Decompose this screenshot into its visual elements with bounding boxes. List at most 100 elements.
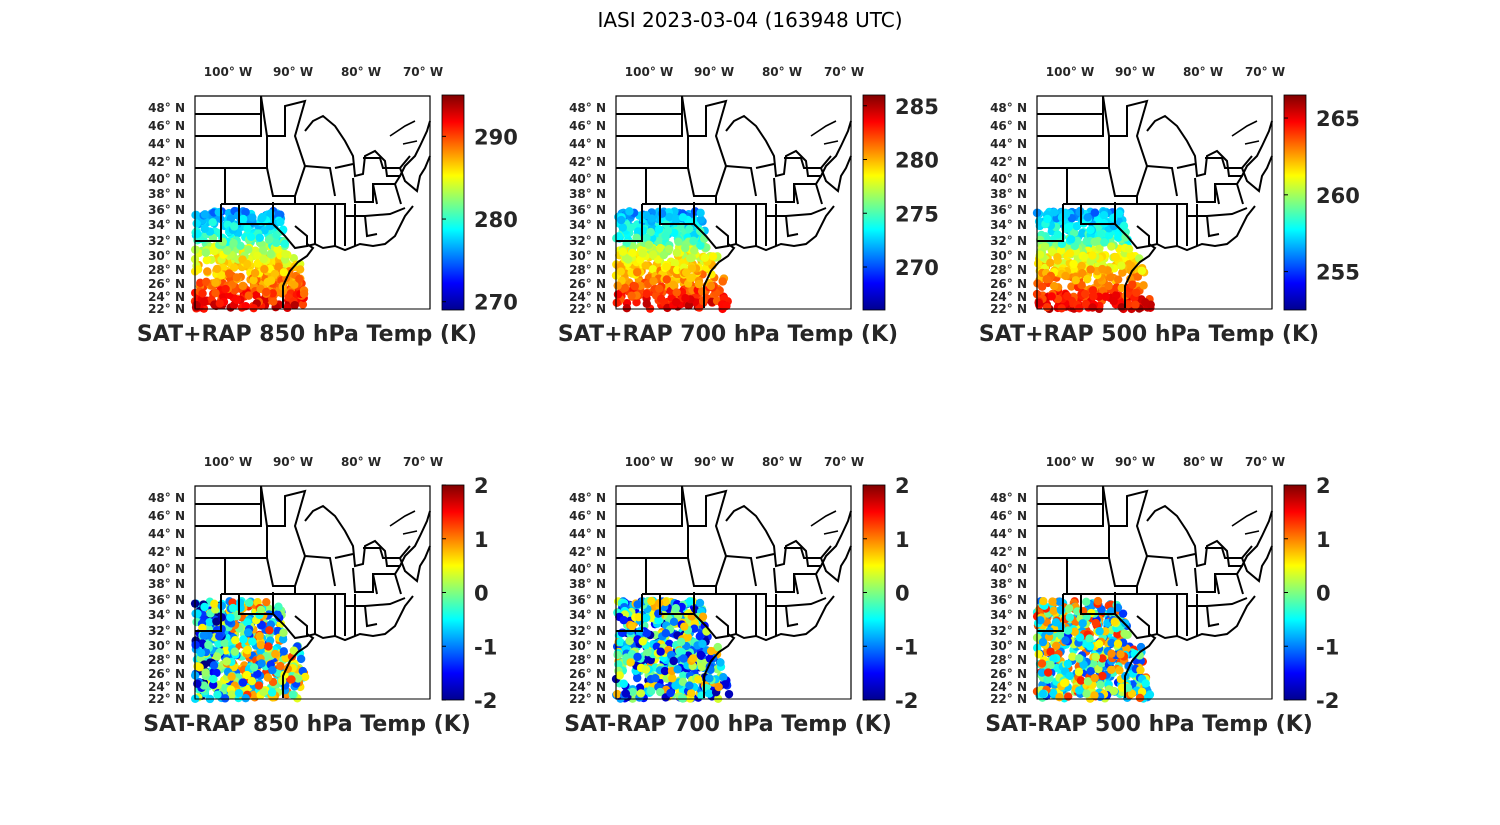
data-point	[1135, 693, 1145, 703]
data-point	[656, 687, 665, 697]
lon-tick-label: 100° W	[204, 455, 252, 469]
data-point	[1113, 275, 1123, 284]
data-point	[1086, 225, 1095, 235]
data-point	[203, 267, 212, 276]
data-point	[642, 629, 652, 638]
data-point	[1141, 298, 1150, 307]
data-point	[661, 597, 670, 607]
data-point	[706, 646, 716, 656]
data-point	[238, 678, 248, 687]
data-point	[688, 654, 698, 663]
data-point	[651, 674, 660, 683]
lat-tick-label: 34° N	[148, 218, 185, 232]
data-point	[247, 676, 257, 686]
map-panel: 100° W 90° W 80° W 70° W 48° N 46° N 44° N 42° …	[985, 455, 1339, 737]
lat-tick-label: 38° N	[990, 187, 1027, 201]
data-point	[249, 303, 258, 313]
data-point	[1038, 689, 1048, 698]
data-point	[268, 665, 277, 675]
data-point	[676, 637, 686, 647]
lat-tick-label: 28° N	[569, 653, 606, 667]
data-point	[1100, 238, 1109, 247]
data-point	[1141, 679, 1150, 688]
data-point	[274, 262, 283, 271]
data-point	[632, 673, 642, 683]
data-point	[1107, 242, 1116, 251]
lon-tick-label: 70° W	[1245, 455, 1285, 469]
data-point	[666, 688, 675, 698]
data-point	[257, 620, 266, 630]
data-point	[669, 656, 678, 666]
lat-tick-label: 42° N	[569, 155, 606, 169]
data-point	[1038, 637, 1048, 647]
data-point	[659, 250, 669, 260]
lon-tick-label: 100° W	[625, 455, 673, 469]
data-point	[1070, 627, 1079, 636]
data-point	[689, 236, 698, 246]
data-point	[300, 672, 310, 682]
lat-tick-label: 48° N	[148, 101, 185, 115]
colorbar-tick-label: -2	[1316, 689, 1339, 713]
lat-tick-label: 28° N	[990, 263, 1027, 277]
lat-tick-label: 26° N	[148, 667, 185, 681]
data-point	[655, 284, 664, 293]
data-point	[646, 687, 656, 696]
data-point	[686, 254, 695, 263]
data-point	[1093, 596, 1103, 606]
data-point	[1111, 253, 1120, 262]
lon-tick-label: 70° W	[403, 65, 443, 79]
data-point	[210, 246, 219, 256]
data-point	[1106, 273, 1115, 282]
data-point	[618, 223, 627, 232]
data-point	[1050, 208, 1059, 217]
lat-tick-label: 22° N	[990, 302, 1027, 316]
data-point	[211, 278, 220, 287]
data-point	[714, 682, 723, 692]
data-point	[641, 613, 651, 623]
data-point	[632, 233, 641, 242]
data-point	[238, 281, 248, 291]
data-point	[1088, 286, 1098, 295]
data-point	[1086, 265, 1095, 274]
lat-tick-label: 48° N	[569, 491, 606, 505]
data-point	[241, 207, 250, 217]
colorbar-tick-label: -1	[895, 635, 918, 659]
data-point	[613, 281, 622, 290]
lon-tick-label: 100° W	[204, 65, 252, 79]
lon-tick-label: 90° W	[1115, 65, 1155, 79]
data-point	[1037, 668, 1047, 677]
data-point	[265, 626, 274, 635]
data-point	[1116, 650, 1125, 659]
data-point	[1107, 649, 1116, 658]
data-point	[1081, 289, 1090, 299]
data-point	[1119, 221, 1129, 231]
data-point	[695, 598, 705, 608]
data-point	[681, 268, 691, 277]
data-point	[288, 690, 298, 699]
data-point	[1069, 228, 1079, 237]
colorbar-tick-label: 1	[1316, 528, 1331, 552]
data-point	[273, 245, 282, 254]
data-point	[1078, 229, 1087, 238]
data-point	[633, 268, 642, 277]
data-point	[1091, 652, 1100, 662]
colorbar-tick-label: 2	[895, 474, 910, 498]
lat-tick-label: 30° N	[569, 639, 606, 653]
data-point	[647, 596, 656, 606]
data-point	[1048, 688, 1058, 698]
data-point	[239, 635, 248, 644]
data-point	[617, 215, 626, 225]
data-point	[721, 680, 730, 689]
colorbar-tick-label: 275	[895, 202, 939, 226]
data-point	[1046, 258, 1055, 268]
lat-tick-label: 44° N	[148, 137, 185, 151]
data-point	[1076, 676, 1086, 685]
lat-tick-label: 48° N	[990, 491, 1027, 505]
lat-tick-label: 40° N	[148, 562, 185, 576]
data-point	[1137, 266, 1147, 276]
data-point	[212, 264, 222, 274]
data-point	[1065, 671, 1074, 681]
data-point	[1107, 638, 1116, 648]
data-point	[249, 663, 259, 672]
data-point	[281, 653, 290, 663]
